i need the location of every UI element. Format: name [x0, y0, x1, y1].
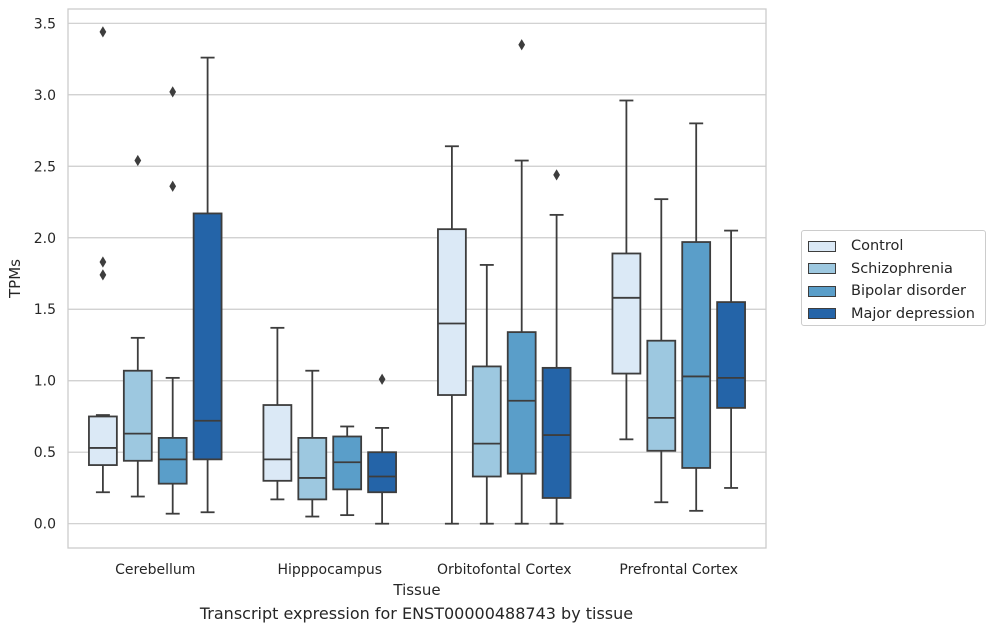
outlier-marker	[99, 26, 107, 38]
y-tick-label: 1.5	[34, 302, 56, 318]
series-group	[157, 39, 712, 525]
outlier-marker	[169, 86, 177, 98]
box	[646, 198, 677, 504]
legend: Control Schizophrenia Bipolar disorder Majo…	[801, 230, 986, 326]
iqr-box	[681, 241, 712, 469]
legend-swatch	[808, 240, 836, 252]
box	[716, 229, 746, 489]
outlier-marker	[378, 373, 386, 385]
box	[681, 122, 712, 512]
legend-swatch	[808, 263, 836, 275]
x-tick-label: Hipppocampus	[277, 562, 382, 578]
x-tick-label: Prefrontal Cortex	[619, 562, 738, 578]
box	[192, 56, 223, 514]
box	[332, 425, 363, 517]
x-tick-label: Orbitofontal Cortex	[437, 562, 572, 578]
series-group	[192, 56, 746, 525]
y-tick-label: 2.0	[34, 231, 56, 247]
legend-swatch	[808, 308, 836, 320]
iqr-box	[122, 369, 153, 462]
iqr-box	[297, 437, 328, 501]
y-axis-title: TPMs	[6, 259, 24, 299]
legend-label: Bipolar disorder	[851, 283, 966, 300]
box	[297, 369, 328, 518]
iqr-box	[88, 415, 118, 466]
iqr-box	[437, 228, 467, 396]
y-axis-ticks: 0.0 0.5 1.0 1.5 2.0 2.5 3.0 3.5	[34, 16, 56, 532]
box	[506, 39, 537, 525]
x-tick-label: Cerebellum	[115, 562, 195, 578]
y-tick-label: 3.0	[34, 88, 56, 104]
iqr-box	[646, 339, 677, 452]
y-tick-label: 2.5	[34, 159, 56, 175]
legend-label: Major depression	[851, 305, 975, 322]
box	[437, 145, 467, 525]
series-group	[88, 26, 642, 525]
box	[262, 326, 293, 501]
legend-label: Schizophrenia	[851, 260, 953, 277]
box	[471, 264, 502, 525]
legend-item: Major depression	[808, 303, 985, 326]
legend-item: Schizophrenia	[808, 258, 985, 281]
iqr-box	[506, 331, 537, 475]
box	[88, 26, 118, 494]
iqr-box	[611, 252, 642, 375]
box	[541, 169, 572, 525]
outlier-marker	[99, 269, 107, 281]
outlier-marker	[518, 39, 526, 51]
box	[122, 154, 153, 498]
box	[157, 86, 188, 515]
y-tick-label: 0.0	[34, 517, 56, 533]
legend-item: Bipolar disorder	[808, 280, 985, 303]
y-tick-label: 1.0	[34, 374, 56, 390]
iqr-box	[262, 404, 293, 482]
box	[611, 99, 642, 441]
box-series	[88, 26, 746, 525]
legend-item: Control	[808, 235, 985, 258]
iqr-box	[541, 366, 572, 499]
x-axis-title: Tissue	[392, 581, 440, 599]
figure-caption: Transcript expression for ENST0000048874…	[199, 604, 634, 623]
iqr-box	[192, 212, 223, 461]
iqr-box	[716, 301, 746, 409]
y-tick-label: 3.5	[34, 16, 56, 32]
series-group	[122, 154, 677, 525]
outlier-marker	[169, 180, 177, 192]
box	[367, 373, 397, 525]
y-tick-label: 0.5	[34, 445, 56, 461]
plot-frame	[67, 8, 767, 549]
outlier-marker	[553, 169, 560, 181]
iqr-box	[157, 437, 188, 485]
iqr-box	[367, 451, 397, 494]
outlier-marker	[134, 154, 142, 167]
x-axis-ticks: Cerebellum Hipppocampus Orbitofontal Corte…	[115, 562, 738, 578]
legend-swatch	[808, 285, 836, 297]
legend-label: Control	[851, 238, 904, 255]
outlier-marker	[99, 256, 107, 268]
iqr-box	[471, 365, 502, 478]
